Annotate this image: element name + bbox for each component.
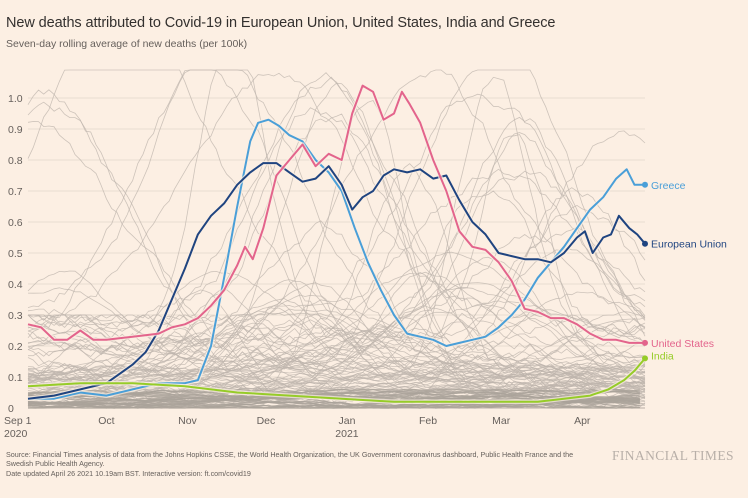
background-country-line xyxy=(27,130,646,345)
x-tick-label: Sep 1 xyxy=(4,415,32,427)
background-country-line xyxy=(27,69,646,347)
background-country-line xyxy=(28,113,646,367)
background-country-line xyxy=(27,170,646,359)
background-country-line xyxy=(27,134,646,361)
india-line xyxy=(27,357,646,403)
european-union-end-dot xyxy=(642,240,648,247)
india-end-dot xyxy=(642,355,648,362)
background-country-line xyxy=(27,69,646,391)
greece-label: Greece xyxy=(651,180,686,192)
x-tick-label: Dec xyxy=(257,415,276,427)
background-country-line xyxy=(27,226,646,395)
source-line-3: Date updated April 26 2021 10.19am BST. … xyxy=(6,468,251,478)
y-tick-label: 0.1 xyxy=(8,372,23,384)
background-country-line xyxy=(27,168,646,358)
united-states-end-dot xyxy=(642,339,648,346)
gridlines xyxy=(28,97,645,409)
y-tick-label: 0.9 xyxy=(8,124,23,136)
x-tick-label: Oct xyxy=(98,415,114,427)
background-country-line xyxy=(27,100,646,404)
series-lines xyxy=(27,83,647,405)
y-tick-label: 0.4 xyxy=(8,279,23,291)
x-tick-sublabel: 2020 xyxy=(4,428,28,440)
background-country-lines xyxy=(27,69,646,409)
financial-times-logo: FINANCIAL TIMES xyxy=(612,448,734,463)
y-tick-label: 0.5 xyxy=(8,248,23,260)
x-tick-label: Apr xyxy=(574,415,591,427)
y-tick-label: 0 xyxy=(8,403,14,415)
united-states-label: United States xyxy=(651,338,714,350)
source-line-1: Source: Financial Times analysis of data… xyxy=(6,450,574,459)
background-country-line xyxy=(27,368,646,394)
x-tick-sublabel: 2021 xyxy=(335,428,359,440)
y-tick-label: 0.6 xyxy=(8,217,23,229)
european-union-line xyxy=(27,162,646,400)
european-union-label: European Union xyxy=(651,239,727,251)
greece-line xyxy=(28,118,645,400)
x-tick-label: Jan xyxy=(338,415,355,427)
source-line-2: Swedish Public Health Agency. xyxy=(6,459,105,469)
y-tick-label: 0.8 xyxy=(8,155,23,167)
chart-title: New deaths attributed to Covid-19 in Eur… xyxy=(6,15,556,31)
y-tick-label: 1.0 xyxy=(8,93,23,105)
background-country-line xyxy=(27,69,646,391)
chart-subtitle: Seven-day rolling average of new deaths … xyxy=(6,38,248,50)
background-country-line xyxy=(27,356,646,389)
background-country-line xyxy=(28,132,646,349)
y-tick-label: 0.3 xyxy=(8,310,23,322)
background-country-line xyxy=(27,303,646,384)
y-tick-label: 0.2 xyxy=(8,341,23,353)
greece-end-dot xyxy=(642,181,648,188)
background-country-line xyxy=(28,72,646,386)
y-axis: 0 0.1 0.2 0.3 0.4 0.5 0.6 0.7 0.8 0.9 1.0 xyxy=(8,93,23,415)
background-country-line xyxy=(27,388,640,401)
india-label: India xyxy=(651,350,674,362)
x-tick-label: Feb xyxy=(419,415,437,427)
source-note: Source: Financial Times analysis of data… xyxy=(6,450,606,478)
background-country-line xyxy=(27,204,646,365)
x-tick-label: Mar xyxy=(492,415,511,427)
background-country-line xyxy=(27,76,646,385)
y-tick-label: 0.7 xyxy=(8,186,23,198)
united-states-line xyxy=(27,84,645,344)
x-tick-label: Nov xyxy=(178,415,197,427)
